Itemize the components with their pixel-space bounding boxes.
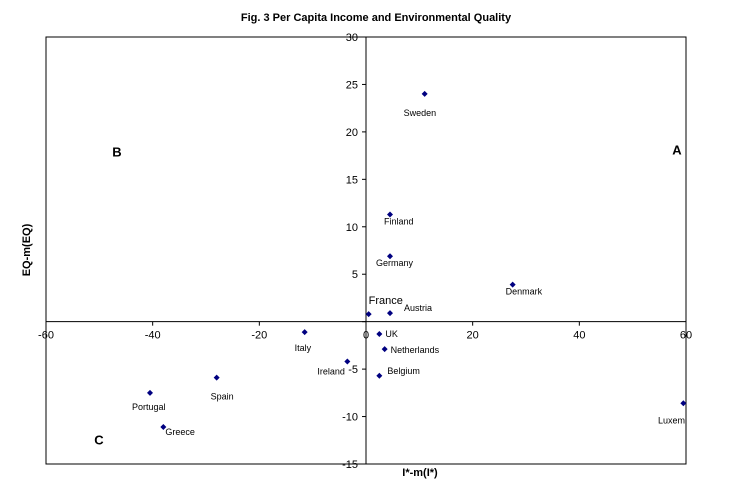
x-tick-label: -20 bbox=[251, 330, 267, 342]
y-tick-labels: -15 -10 -5 5 10 15 20 25 30 bbox=[342, 32, 366, 471]
point-label-france: France bbox=[369, 295, 403, 307]
x-tick-label: 20 bbox=[467, 330, 479, 342]
point-label-sweden: Sweden bbox=[404, 108, 437, 118]
point-label-austria: Austria bbox=[404, 303, 432, 313]
point-luxem bbox=[680, 400, 687, 407]
point-label-netherlands: Netherlands bbox=[391, 345, 440, 355]
point-label-greece: Greece bbox=[165, 427, 195, 437]
point-spain bbox=[213, 374, 220, 381]
quadrant-labels: A B C bbox=[94, 143, 682, 448]
x-tick-label: 0 bbox=[363, 330, 369, 342]
data-points: Sweden Finland Germany Denmark FranceAustria… bbox=[132, 90, 687, 437]
point-label-uk: UK bbox=[385, 329, 398, 339]
y-tick-label: 15 bbox=[346, 174, 358, 186]
y-tick-label: 30 bbox=[346, 32, 358, 44]
x-axis-title: I*-m(I*) bbox=[402, 467, 438, 479]
point-denmark bbox=[509, 281, 516, 288]
quadrant-label-c: C bbox=[94, 433, 104, 448]
x-tick-label: -60 bbox=[38, 330, 54, 342]
point-ireland bbox=[344, 358, 351, 365]
x-tick-label: 60 bbox=[680, 330, 692, 342]
y-axis-title: EQ-m(EQ) bbox=[21, 223, 33, 276]
y-tick-label: 5 bbox=[352, 269, 358, 281]
point-austria bbox=[387, 310, 393, 317]
y-tick-label: 10 bbox=[346, 222, 358, 234]
point-label-germany: Germany bbox=[376, 258, 414, 268]
point-uk bbox=[376, 331, 383, 338]
point-sweden bbox=[421, 90, 428, 97]
point-france bbox=[365, 311, 372, 318]
point-greece bbox=[160, 423, 167, 430]
point-finland bbox=[387, 211, 393, 218]
point-netherlands bbox=[381, 346, 388, 353]
x-tick-labels: -60 -40 -20 0 20 40 60 bbox=[38, 321, 692, 342]
y-tick-label: -10 bbox=[342, 412, 358, 424]
x-tick-label: 40 bbox=[573, 330, 585, 342]
point-label-spain: Spain bbox=[211, 392, 234, 402]
y-tick-label: 20 bbox=[346, 127, 358, 139]
chart-title: Fig. 3 Per Capita Income and Environment… bbox=[241, 12, 512, 24]
y-tick-label: -5 bbox=[348, 364, 358, 376]
point-label-portugal: Portugal bbox=[132, 402, 166, 412]
point-label-ireland: Ireland bbox=[317, 367, 345, 377]
point-label-italy: Italy bbox=[295, 343, 312, 353]
point-label-finland: Finland bbox=[384, 216, 414, 226]
point-belgium bbox=[376, 372, 383, 379]
point-label-denmark: Denmark bbox=[506, 287, 543, 297]
quadrant-label-a: A bbox=[672, 143, 682, 158]
point-label-belgium: Belgium bbox=[387, 366, 420, 376]
y-tick-label: 25 bbox=[346, 79, 358, 91]
y-tick-label: -15 bbox=[342, 459, 358, 471]
point-italy bbox=[301, 329, 308, 336]
quadrant-label-b: B bbox=[112, 145, 121, 160]
point-label-luxem: Luxem bbox=[658, 415, 685, 425]
point-portugal bbox=[147, 389, 153, 396]
x-tick-label: -40 bbox=[145, 330, 161, 342]
point-germany bbox=[387, 253, 393, 260]
